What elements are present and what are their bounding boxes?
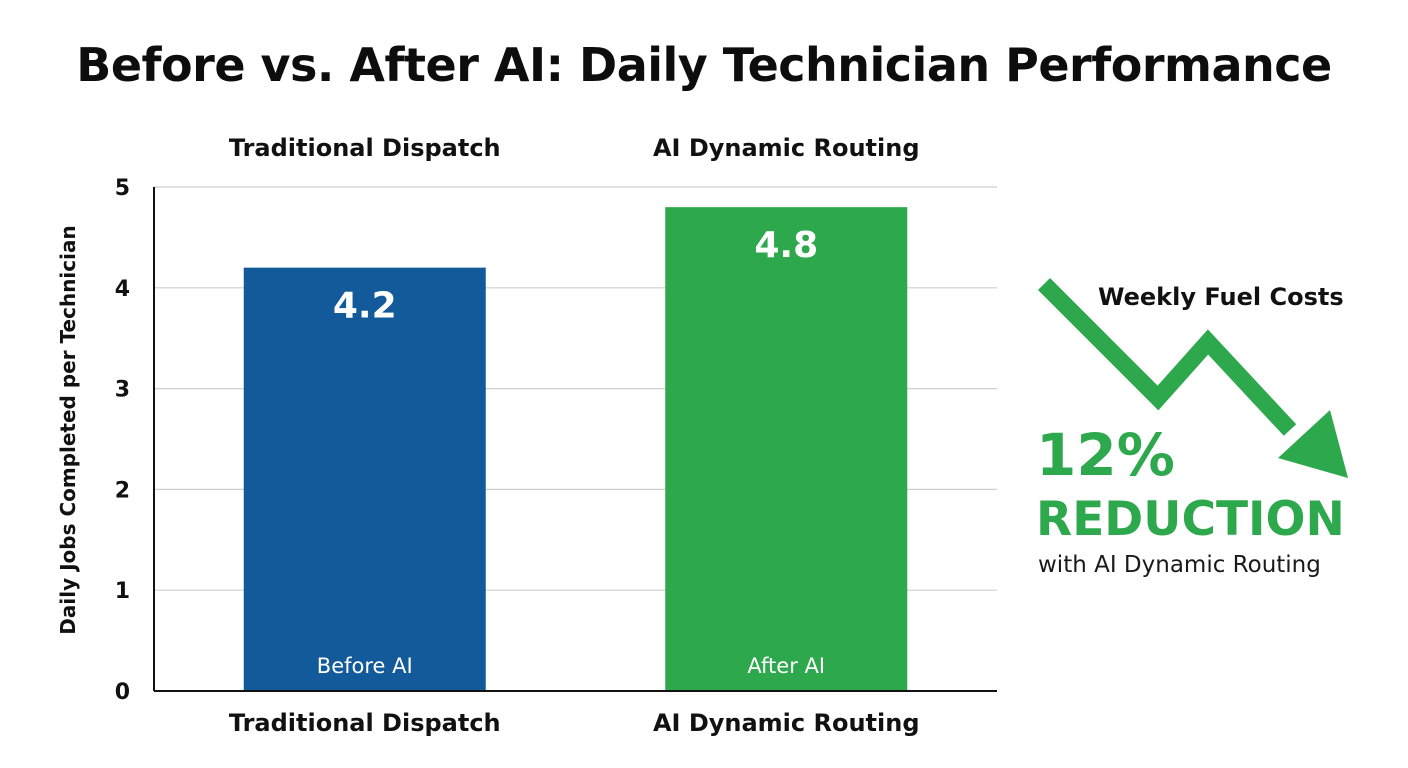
y-tick-label: 2 [115,478,130,503]
y-tick-label: 4 [115,277,130,302]
y-tick-label: 1 [115,579,130,604]
callout-percent: 12% [1036,421,1175,489]
callout-subtitle: with AI Dynamic Routing [1038,552,1321,578]
bar-labels: 4.2 Before AI Traditional Dispatch Traditio… [229,134,920,737]
category-header-label: Traditional Dispatch [229,134,501,162]
axes [153,187,997,692]
bar-inner-label: After AI [747,654,825,678]
bars [243,207,908,691]
y-tick-label: 5 [115,176,130,201]
category-header-label: AI Dynamic Routing [653,134,920,162]
y-tick-labels: 0 1 2 3 4 5 [115,176,130,705]
bar-inner-label: Before AI [317,654,413,678]
callout-title: Weekly Fuel Costs [1098,283,1344,311]
bar [243,267,486,691]
bar-value-label: 4.2 [333,286,397,327]
trend-down-arrow-icon [1037,277,1348,478]
x-tick-label: Traditional Dispatch [229,709,501,737]
callout-reduction-label: REDUCTION [1036,492,1345,547]
bar [665,207,908,691]
x-tick-label: AI Dynamic Routing [653,709,920,737]
y-tick-label: 3 [115,378,130,403]
y-tick-label: 0 [115,680,130,705]
bar-value-label: 4.8 [754,225,818,266]
chart-title: Before vs. After AI: Daily Technician Pe… [76,38,1332,92]
